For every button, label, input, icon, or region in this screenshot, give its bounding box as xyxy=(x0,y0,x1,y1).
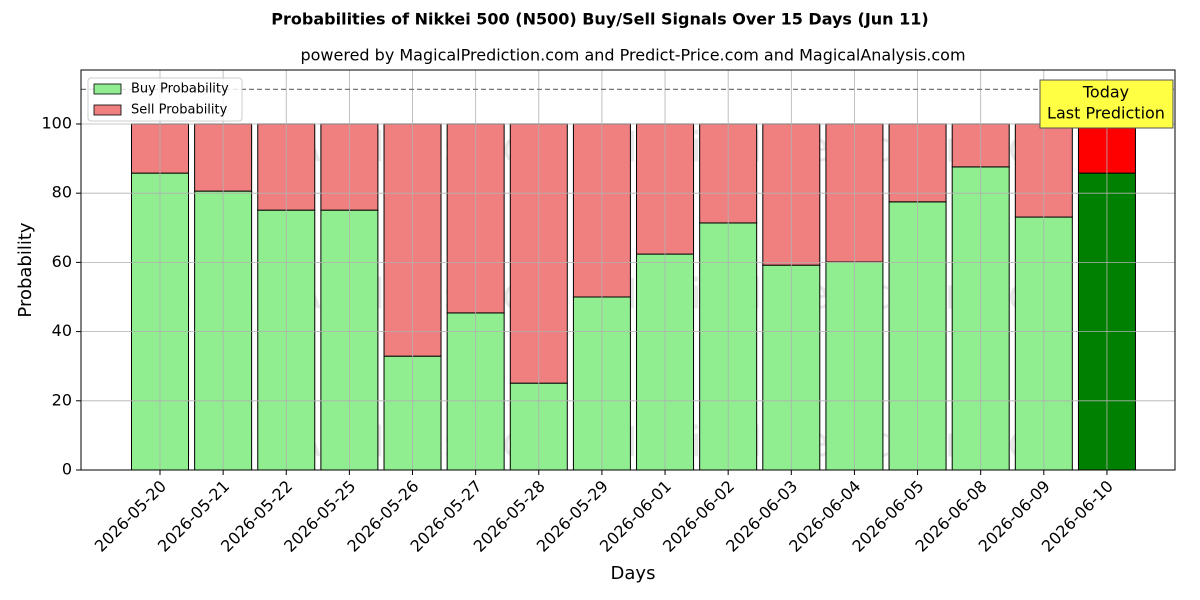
y-tick-label: 60 xyxy=(52,252,72,271)
legend-label: Sell Probability xyxy=(131,103,228,118)
plot-frame xyxy=(80,69,1176,471)
annotation-box xyxy=(1039,79,1174,129)
y-tick-label: 100 xyxy=(41,113,72,132)
y-tick-label: 80 xyxy=(52,183,72,202)
y-tick-label: 40 xyxy=(52,321,72,340)
annotation-text: Last Prediction xyxy=(1047,104,1165,123)
chart-subtitle: powered by MagicalPrediction.com and Pre… xyxy=(300,46,965,65)
annotation-text: Today xyxy=(1082,83,1129,102)
chart-title: Probabilities of Nikkei 500 (N500) Buy/S… xyxy=(271,10,928,29)
x-axis-label: Days xyxy=(611,563,656,584)
y-tick-label: 0 xyxy=(62,460,72,479)
legend-box xyxy=(87,77,243,122)
legend-swatch xyxy=(93,104,122,116)
y-axis-label: Probability xyxy=(15,222,36,317)
legend-label: Buy Probability xyxy=(131,82,229,97)
legend-swatch xyxy=(93,83,122,95)
y-tick-label: 20 xyxy=(52,390,72,409)
